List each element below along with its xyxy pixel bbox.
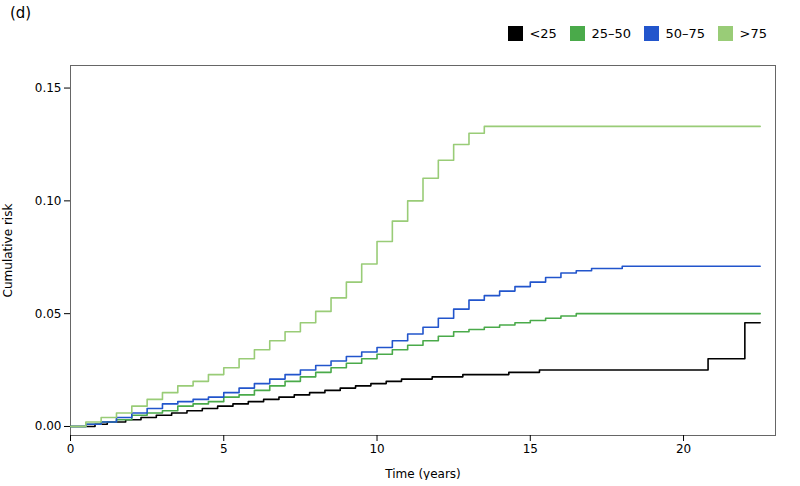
svg-text:0.15: 0.15 bbox=[35, 81, 62, 95]
svg-text:Time (years): Time (years) bbox=[384, 467, 461, 481]
svg-text:0.05: 0.05 bbox=[35, 307, 62, 321]
svg-text:0.00: 0.00 bbox=[35, 419, 62, 433]
html-text:50–75: 50–75 bbox=[665, 26, 706, 42]
svg-text:5: 5 bbox=[220, 442, 228, 456]
svg-text:10: 10 bbox=[369, 442, 384, 456]
html-text:(d): (d) bbox=[10, 4, 32, 22]
svg-text:15: 15 bbox=[523, 442, 538, 456]
svg-text:0.10: 0.10 bbox=[35, 194, 62, 208]
html-text:25–50: 25–50 bbox=[591, 26, 631, 42]
svg-text:Cumulative risk: Cumulative risk bbox=[1, 204, 15, 298]
svg-text:0: 0 bbox=[67, 442, 75, 456]
html-text:<25: <25 bbox=[529, 26, 557, 42]
html-text:>75: >75 bbox=[739, 26, 767, 42]
svg-text:20: 20 bbox=[676, 442, 691, 456]
